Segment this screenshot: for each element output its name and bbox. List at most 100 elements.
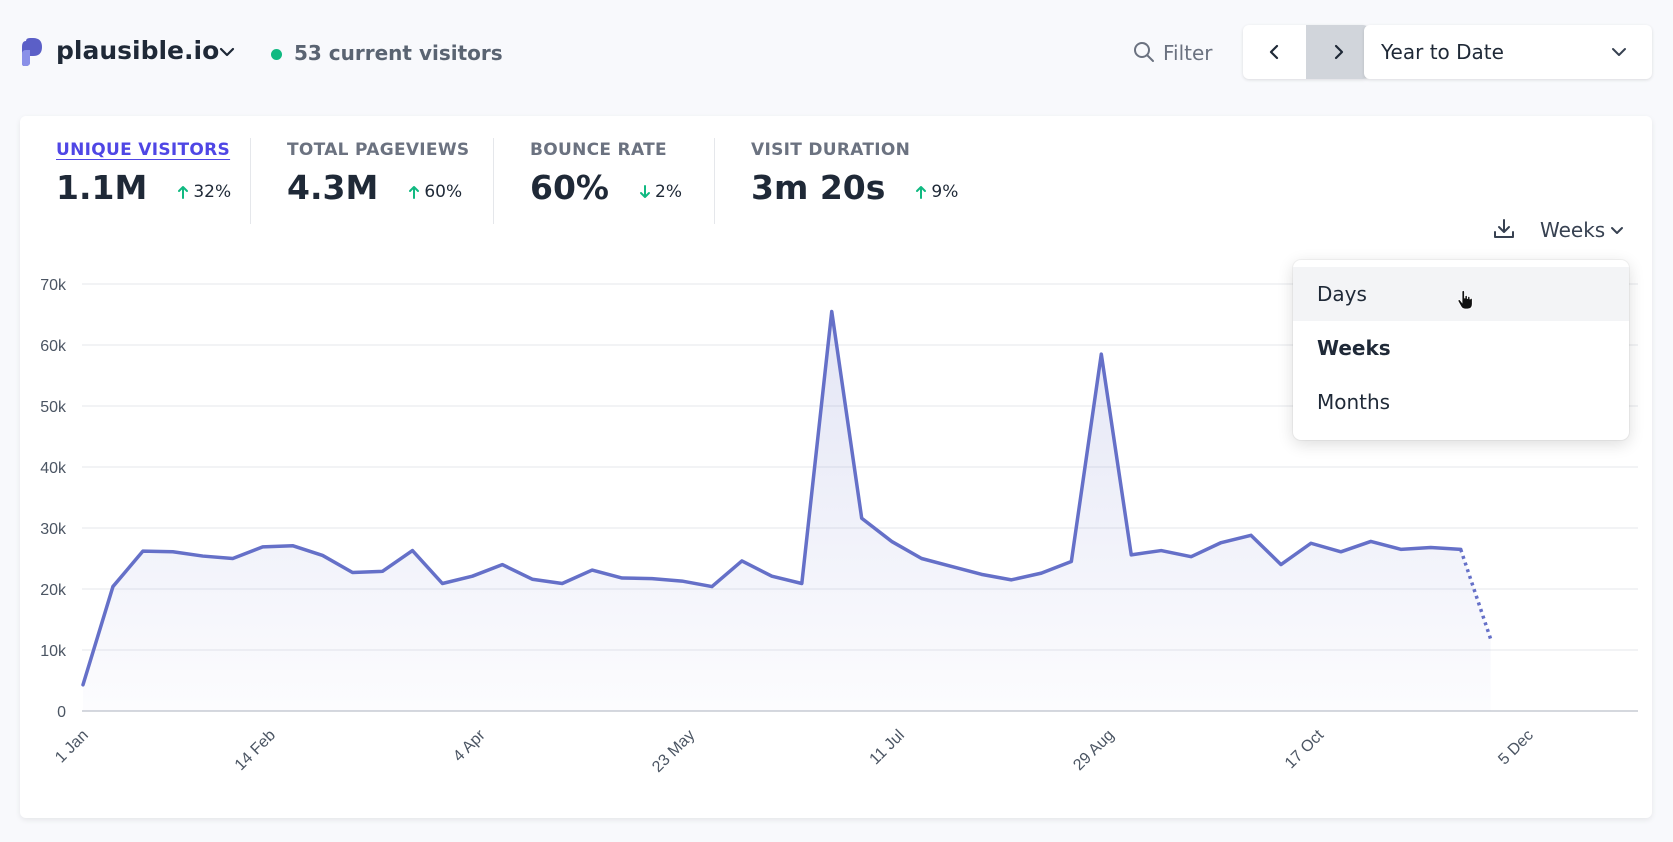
metric-change: 2% — [639, 182, 682, 202]
metric-divider — [250, 138, 251, 224]
chevron-down-icon — [1611, 227, 1624, 234]
y-tick-label: 50k — [40, 399, 67, 416]
data-point — [350, 570, 356, 576]
visitors-line-chart[interactable]: 0 10k 20k 30k 40k 50k 60k 70k 1 Jan 14 Feb 4 Apr 23… — [20, 116, 1652, 818]
arrow-up-icon — [178, 186, 189, 199]
data-point — [499, 562, 505, 568]
metric-label: VISIT DURATION — [751, 140, 911, 160]
search-icon[interactable] — [1133, 41, 1155, 63]
data-point — [949, 563, 955, 569]
plausible-logo-icon[interactable] — [20, 38, 44, 66]
data-point — [1398, 546, 1404, 552]
metric-change: 32% — [177, 182, 231, 202]
current-visitors[interactable]: 53 current visitors — [294, 41, 503, 65]
data-point — [80, 682, 86, 688]
hand-cursor-icon — [1457, 290, 1473, 310]
data-point — [439, 581, 445, 587]
download-icon[interactable] — [1492, 217, 1516, 241]
data-point — [859, 515, 865, 521]
data-point — [409, 548, 415, 554]
data-point — [679, 578, 685, 584]
data-point — [320, 552, 326, 558]
data-point — [380, 568, 386, 574]
data-point — [140, 548, 146, 554]
y-tick-label: 60k — [40, 338, 67, 355]
data-point — [1098, 351, 1104, 357]
data-point — [1218, 540, 1224, 546]
metric-change: 9% — [915, 182, 958, 202]
x-tick-label: 17 Oct — [1282, 726, 1328, 772]
data-point — [709, 584, 715, 590]
top-bar: plausible.io 53 current visitors Filter … — [0, 0, 1673, 106]
metric-change-value: 60% — [424, 182, 463, 202]
data-point — [469, 573, 475, 579]
interval-option-weeks[interactable]: Weeks — [1317, 336, 1391, 360]
data-point — [1188, 554, 1194, 560]
x-tick-label: 5 Dec — [1495, 727, 1537, 769]
data-point — [979, 571, 985, 577]
metric-value: 1.1M — [56, 168, 148, 207]
data-point — [619, 575, 625, 581]
data-point — [829, 308, 835, 314]
data-point — [1068, 559, 1074, 565]
metric-label: TOTAL PAGEVIEWS — [287, 140, 470, 160]
data-point — [1248, 532, 1254, 538]
data-point — [1158, 548, 1164, 554]
x-tick-label: 29 Aug — [1070, 727, 1117, 774]
metric-total-pageviews[interactable]: TOTAL PAGEVIEWS 4.3M 60% — [287, 140, 469, 230]
data-point — [1458, 546, 1464, 552]
data-point — [529, 576, 535, 582]
interval-toggle[interactable]: Weeks — [1540, 218, 1624, 242]
x-tick-label: 4 Apr — [450, 726, 489, 765]
metric-label: BOUNCE RATE — [530, 140, 667, 160]
series-line-partial — [1459, 548, 1493, 640]
arrow-up-icon — [916, 186, 927, 199]
chevron-right-icon — [1334, 44, 1343, 60]
x-tick-label: 1 Jan — [52, 727, 92, 767]
data-point — [170, 549, 176, 555]
y-tick-label: 70k — [40, 277, 67, 294]
data-point — [230, 556, 236, 562]
y-tick-label: 0 — [57, 704, 66, 721]
data-point — [1128, 552, 1134, 558]
data-point — [1278, 562, 1284, 568]
data-point — [200, 553, 206, 559]
next-period-button[interactable] — [1306, 25, 1369, 79]
filter-button[interactable]: Filter — [1163, 41, 1213, 65]
chevron-left-icon — [1269, 44, 1278, 60]
interval-option-months[interactable]: Months — [1317, 390, 1391, 414]
data-point — [110, 584, 116, 590]
period-select[interactable]: Year to Date — [1364, 25, 1652, 79]
data-point — [1428, 545, 1434, 551]
chevron-down-icon[interactable] — [218, 43, 236, 61]
metric-divider — [493, 138, 494, 224]
arrow-up-icon — [409, 186, 420, 199]
metric-visit-duration[interactable]: VISIT DURATION 3m 20s 9% — [751, 140, 958, 230]
interval-option-days[interactable]: Days — [1293, 267, 1629, 321]
data-point — [559, 581, 565, 587]
metric-unique-visitors[interactable]: UNIQUE VISITORS 1.1M 32% — [56, 140, 231, 230]
previous-period-button[interactable] — [1243, 25, 1306, 79]
metric-divider — [714, 138, 715, 224]
data-point — [739, 558, 745, 564]
data-point — [260, 544, 266, 550]
metric-label: UNIQUE VISITORS — [56, 140, 231, 160]
data-point — [1338, 549, 1344, 555]
data-point — [649, 576, 655, 582]
chevron-down-icon — [1612, 48, 1626, 56]
data-point — [290, 543, 296, 549]
data-point — [589, 567, 595, 573]
period-label: Year to Date — [1381, 40, 1504, 64]
x-tick-label: 11 Jul — [867, 727, 908, 768]
data-point — [1008, 577, 1014, 583]
y-tick-label: 10k — [40, 643, 67, 660]
y-tick-label: 40k — [40, 460, 67, 477]
data-point — [1488, 636, 1494, 642]
data-point — [919, 556, 925, 562]
metric-bounce-rate[interactable]: BOUNCE RATE 60% 2% — [530, 140, 682, 230]
live-indicator-dot — [271, 49, 282, 60]
interval-current: Weeks — [1540, 218, 1606, 242]
site-name[interactable]: plausible.io — [56, 36, 220, 65]
metric-change: 60% — [408, 182, 462, 202]
visitor-graph-card: UNIQUE VISITORS 1.1M 32% TOTAL PAGEVIEWS… — [20, 116, 1652, 818]
